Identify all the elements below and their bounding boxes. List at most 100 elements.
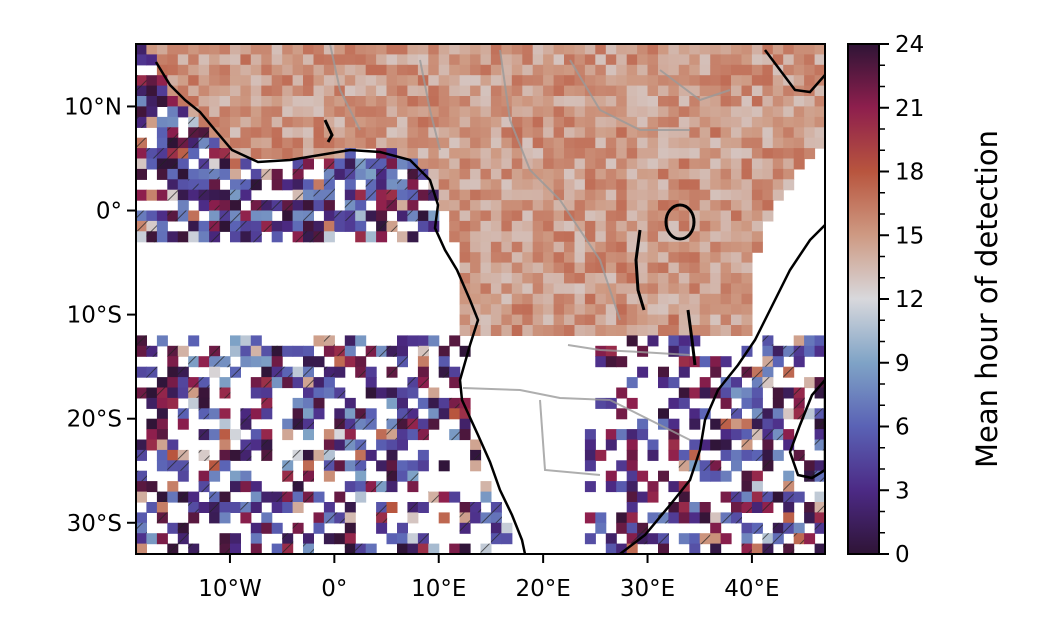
- grid-cell: [616, 200, 628, 212]
- grid-cell: [751, 200, 763, 212]
- significance-hatch: [355, 158, 367, 170]
- grid-cell: [136, 44, 147, 55]
- grid-cell: [751, 96, 763, 107]
- grid-cell: [699, 241, 711, 253]
- grid-cell: [397, 127, 408, 139]
- grid-cell: [751, 106, 763, 118]
- grid-cell: [793, 116, 805, 128]
- significance-hatch: [407, 189, 419, 201]
- grid-cell: [271, 168, 283, 180]
- grid-cell: [783, 439, 795, 451]
- colorbar-label: Mean hour of detection: [970, 130, 1004, 468]
- grid-cell: [626, 75, 638, 87]
- grid-cell: [532, 158, 544, 170]
- significance-hatch: [626, 533, 638, 545]
- grid-cell: [136, 96, 147, 107]
- grid-cell: [720, 200, 732, 212]
- grid-cell: [584, 262, 596, 274]
- grid-cell: [804, 96, 816, 107]
- grid-cell: [459, 325, 471, 336]
- grid-cell: [804, 408, 816, 420]
- grid-cell: [230, 470, 241, 482]
- grid-cell: [658, 106, 669, 118]
- grid-cell: [804, 44, 816, 55]
- grid-cell: [543, 85, 555, 97]
- grid-cell: [261, 64, 273, 76]
- grid-cell: [219, 54, 231, 66]
- significance-hatch: [470, 502, 482, 513]
- grid-cell: [553, 231, 565, 243]
- grid-cell: [167, 397, 179, 409]
- grid-cell: [626, 304, 638, 316]
- grid-cell: [741, 85, 753, 97]
- grid-cell: [595, 397, 607, 409]
- grid-cell: [647, 304, 659, 316]
- significance-hatch: [658, 512, 669, 524]
- grid-cell: [522, 273, 534, 284]
- grid-cell: [428, 220, 440, 232]
- grid-cell: [710, 54, 722, 66]
- grid-cell: [668, 252, 680, 264]
- grid-cell: [250, 85, 262, 97]
- grid-cell: [344, 345, 356, 357]
- grid-cell: [261, 210, 273, 222]
- grid-cell: [282, 127, 294, 139]
- grid-cell: [261, 522, 273, 534]
- grid-cell: [710, 522, 722, 534]
- grid-cell: [804, 106, 816, 118]
- grid-cell: [699, 408, 711, 420]
- significance-hatch: [282, 200, 294, 212]
- grid-cell: [480, 481, 492, 493]
- significance-hatch: [167, 460, 179, 472]
- grid-cell: [438, 408, 450, 420]
- lat-tick-label: 0°: [96, 199, 122, 225]
- grid-cell: [323, 429, 335, 441]
- grid-cell: [699, 106, 711, 118]
- grid-cell: [188, 64, 200, 76]
- grid-cell: [553, 262, 565, 274]
- grid-cell: [605, 481, 617, 493]
- significance-hatch: [250, 200, 262, 212]
- grid-cell: [616, 96, 628, 107]
- grid-cell: [313, 356, 325, 368]
- grid-cell: [230, 64, 241, 76]
- significance-hatch: [793, 408, 805, 420]
- grid-cell: [219, 116, 231, 128]
- grid-cell: [459, 168, 471, 180]
- grid-cell: [647, 75, 659, 87]
- grid-cell: [814, 116, 825, 128]
- grid-cell: [261, 429, 273, 441]
- grid-cell: [323, 220, 335, 232]
- grid-cell: [616, 137, 628, 149]
- grid-cell: [188, 335, 200, 347]
- grid-cell: [501, 241, 513, 253]
- grid-cell: [595, 210, 607, 222]
- grid-cell: [814, 85, 825, 97]
- grid-cell: [355, 210, 367, 222]
- grid-cell: [219, 449, 231, 461]
- grid-cell: [344, 179, 356, 191]
- grid-cell: [668, 449, 680, 461]
- significance-hatch: [344, 543, 356, 554]
- grid-cell: [417, 543, 429, 554]
- grid-cell: [720, 439, 732, 451]
- grid-cell: [198, 96, 210, 107]
- grid-cell: [699, 200, 711, 212]
- grid-cell: [595, 345, 607, 357]
- grid-cell: [136, 543, 147, 554]
- significance-hatch: [188, 377, 200, 389]
- grid-cell: [626, 377, 638, 389]
- grid-cell: [230, 345, 241, 357]
- grid-cell: [386, 168, 398, 180]
- grid-cell: [209, 210, 221, 222]
- grid-cell: [292, 96, 304, 107]
- significance-hatch: [365, 418, 377, 430]
- grid-cell: [637, 293, 649, 305]
- grid-cell: [146, 116, 158, 128]
- grid-cell: [751, 502, 763, 513]
- significance-hatch: [490, 502, 502, 513]
- grid-cell: [501, 54, 513, 66]
- grid-cell: [783, 44, 795, 55]
- significance-hatch: [762, 429, 774, 441]
- grid-cell: [689, 54, 701, 66]
